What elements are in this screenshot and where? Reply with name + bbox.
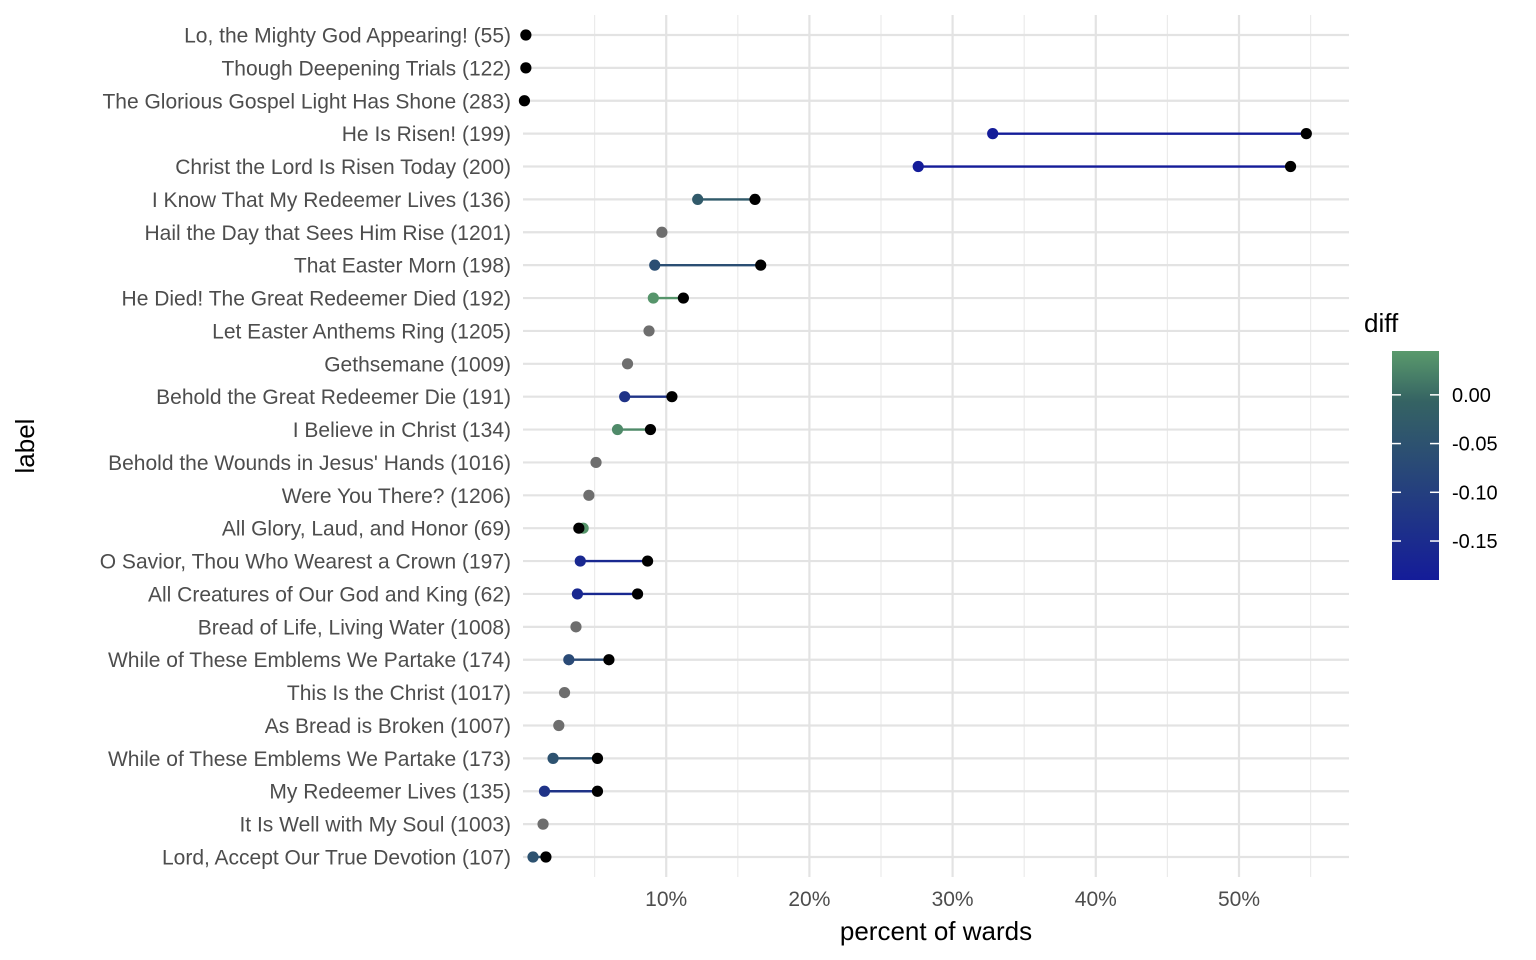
- single-point: [590, 456, 602, 469]
- y-tick-label: Were You There? (1206): [282, 485, 511, 508]
- grid: [523, 15, 1349, 877]
- single-point: [570, 621, 582, 633]
- y-tick-label: O Savior, Thou Who Wearest a Crown (197): [100, 551, 511, 574]
- legend-title: diff: [1364, 308, 1399, 338]
- end-point: [1300, 128, 1312, 140]
- y-tick-labels: Lo, the Mighty God Appearing! (55) Though…: [100, 25, 511, 870]
- single-point: [558, 687, 571, 699]
- y-tick-label: Behold the Wounds in Jesus' Hands (1016): [108, 452, 511, 475]
- single-point: [583, 489, 595, 501]
- single-point: [520, 62, 532, 74]
- end-point: [644, 423, 657, 436]
- single-point: [656, 226, 668, 238]
- y-tick-label: Let Easter Anthems Ring (1205): [212, 320, 511, 343]
- y-tick-label: He Is Risen! (199): [342, 123, 511, 146]
- legend-tick-label: 0.00: [1452, 385, 1491, 407]
- y-tick-label: I Believe in Christ (134): [293, 419, 511, 442]
- single-point: [520, 29, 532, 41]
- end-point: [573, 522, 585, 534]
- legend-ticks: 0.00 -0.05 -0.10 -0.15: [1392, 385, 1498, 553]
- start-point: [647, 292, 659, 304]
- end-point: [755, 259, 767, 271]
- y-tick-label: While of These Emblems We Partake (173): [108, 748, 511, 771]
- x-axis-title: percent of wards: [840, 916, 1032, 946]
- start-point: [649, 259, 661, 271]
- start-point: [571, 588, 584, 600]
- start-point: [692, 193, 704, 205]
- x-tick-label: 20%: [788, 888, 830, 911]
- end-point: [631, 588, 644, 600]
- legend-tick-label: -0.05: [1452, 434, 1498, 456]
- start-point: [538, 785, 551, 797]
- end-point: [1284, 160, 1297, 173]
- y-tick-label: The Glorious Gospel Light Has Shone (283…: [102, 90, 511, 113]
- x-tick-label: 10%: [645, 888, 687, 911]
- end-point: [603, 654, 615, 666]
- legend-colorbar: [1392, 351, 1439, 580]
- start-point: [987, 128, 999, 140]
- end-point: [591, 752, 604, 764]
- end-point: [677, 292, 689, 304]
- start-point: [611, 423, 624, 436]
- single-point: [518, 95, 531, 107]
- y-tick-label: While of These Emblems We Partake (174): [108, 649, 511, 672]
- legend-tick-label: -0.10: [1452, 482, 1498, 504]
- y-tick-label: All Creatures of Our God and King (62): [148, 583, 511, 606]
- legend-tick-label: -0.15: [1452, 531, 1498, 553]
- y-tick-label: Bread of Life, Living Water (1008): [198, 616, 511, 639]
- single-point: [537, 818, 549, 830]
- y-tick-label: This Is the Christ (1017): [287, 682, 511, 705]
- y-tick-label: He Died! The Great Redeemer Died (192): [122, 288, 511, 311]
- start-point: [527, 851, 539, 863]
- start-point: [563, 654, 575, 666]
- legend: diff 0.00 -0.05 -0.10 -0.15: [1364, 308, 1498, 580]
- end-point: [749, 193, 761, 205]
- x-tick-label: 40%: [1075, 888, 1117, 911]
- y-tick-label: All Glory, Laud, and Honor (69): [222, 518, 511, 541]
- end-point: [591, 785, 604, 797]
- start-point: [547, 752, 559, 764]
- data-layer: [518, 29, 1312, 863]
- y-tick-label: Behold the Great Redeemer Die (191): [156, 386, 511, 409]
- y-tick-label: My Redeemer Lives (135): [269, 781, 511, 804]
- start-point: [574, 555, 586, 567]
- y-tick-label: Though Deepening Trials (122): [221, 57, 511, 80]
- single-point: [621, 358, 634, 370]
- single-point: [643, 325, 655, 337]
- end-point: [540, 851, 552, 863]
- y-tick-label: Lo, the Mighty God Appearing! (55): [184, 25, 511, 48]
- x-tick-labels: 10% 20% 30% 40% 50%: [645, 888, 1260, 911]
- y-axis-title: label: [10, 419, 40, 474]
- y-tick-label: I Know That My Redeemer Lives (136): [152, 189, 511, 212]
- y-tick-label: It Is Well with My Soul (1003): [239, 814, 511, 837]
- end-point: [641, 555, 654, 567]
- y-tick-label: Gethsemane (1009): [324, 353, 511, 376]
- y-tick-label: That Easter Morn (198): [294, 255, 511, 278]
- start-point: [619, 391, 631, 403]
- end-point: [666, 391, 678, 403]
- single-point: [553, 719, 565, 732]
- y-tick-label: As Bread is Broken (1007): [265, 715, 511, 738]
- y-tick-label: Christ the Lord Is Risen Today (200): [175, 156, 511, 179]
- x-tick-label: 30%: [932, 888, 974, 911]
- start-point: [912, 160, 924, 173]
- x-tick-label: 50%: [1218, 888, 1260, 911]
- y-tick-label: Lord, Accept Our True Devotion (107): [162, 847, 511, 870]
- y-tick-label: Hail the Day that Sees Him Rise (1201): [145, 222, 512, 245]
